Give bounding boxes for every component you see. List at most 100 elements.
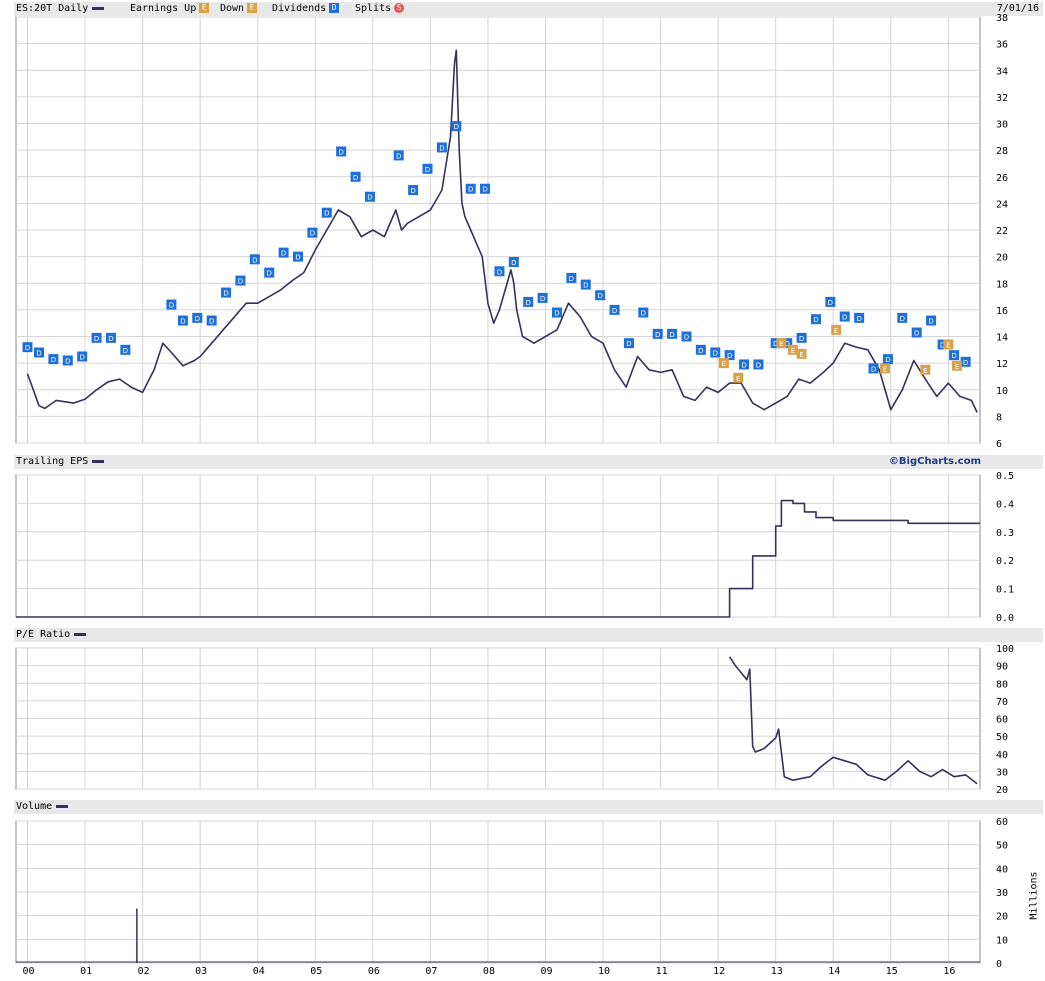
earnings-marker [880,363,891,374]
price-chart-header: ES:20T Daily Earnings Up E Down E Dividend… [14,2,1043,16]
price-series-line [26,49,978,413]
dividend-marker-letter: D [540,295,545,303]
dividend-marker [350,171,361,182]
dividend-marker [321,207,332,218]
dividend-marker [105,332,116,343]
dividend-marker-letter: D [324,210,329,218]
price-y-tick-label: 16 [996,306,1008,317]
dividend-marker-letter: D [353,174,358,182]
pe-y-tick-label: 20 [996,785,1008,796]
dividends-legend: Dividends D [272,3,340,14]
dividend-marker [753,359,764,370]
earnings-up-icon: E [199,3,210,13]
earnings-marker [733,372,744,383]
dividend-marker [264,267,275,278]
dividend-marker-letter: D [871,365,876,373]
dividend-marker-letter: D [425,166,430,174]
pe-title: P/E Ratio [16,629,87,640]
volume-y-tick-label: 40 [996,864,1008,875]
pe-y-tick-label: 60 [996,715,1008,726]
x-tick-label: 14 [828,966,840,977]
dividend-marker-letter: D [741,361,746,369]
dividend-marker [595,290,606,301]
dividend-marker-letter: D [828,299,833,307]
volume-unit-label: Millions [1028,871,1040,920]
dividend-marker [307,227,318,238]
dividend-marker-letter: D [612,307,617,315]
dividend-marker-letter: D [900,315,905,323]
dividend-marker [48,354,59,365]
dividend-marker-letter: D [310,230,315,238]
dividend-marker [782,338,793,349]
price-y-tick-label: 38 [996,13,1008,24]
dividend-icon: D [329,3,340,13]
dividend-marker [480,183,491,194]
dividend-marker-letter: D [940,341,945,349]
dividend-marker-letter: D [195,315,200,323]
dividend-marker [623,338,634,349]
dividend-marker [724,350,735,361]
dividend-marker-letter: D [526,299,531,307]
dividend-marker-letter: D [79,353,84,361]
earnings-marker [787,344,798,355]
dividend-marker [364,191,375,202]
dividend-marker-letter: D [856,315,861,323]
dividend-marker-letter: D [238,278,243,286]
dividend-marker-letter: D [669,331,674,339]
dividend-marker [451,121,462,132]
x-tick-label: 03 [195,966,207,977]
pe-y-tick-label: 70 [996,697,1008,708]
volume-y-tick-label: 0 [996,959,1002,970]
dividend-marker-letter: D [25,344,30,352]
earnings-marker [796,348,807,359]
dividend-marker [235,275,246,286]
dividend-marker [293,251,304,262]
dividend-marker-letter: D [773,340,778,348]
pe-panel-header: P/E Ratio [14,628,1043,642]
dividend-marker-letter: D [123,347,128,355]
volume-title: Volume [16,801,69,812]
eps-y-tick-label: 0.0 [996,613,1014,624]
price-y-tick-label: 32 [996,93,1008,104]
x-tick-label: 12 [713,966,725,977]
dividend-marker [882,354,893,365]
brand-label: ©BigCharts.com [888,456,981,467]
dividend-marker [34,347,45,358]
earnings-marker [951,360,962,371]
price-y-tick-label: 12 [996,359,1008,370]
dividend-marker-letter: D [511,259,516,267]
dividend-marker [494,266,505,277]
dividend-marker [120,344,131,355]
price-y-tick-label: 22 [996,226,1008,237]
dividend-marker [926,315,937,326]
dividend-marker-letter: D [727,352,732,360]
dividend-marker-letter: D [169,302,174,310]
earnings-up-legend: Earnings Up E [130,3,210,14]
dividend-marker [839,311,850,322]
dividend-marker-letter: D [482,186,487,194]
dividend-marker-letter: D [209,318,214,326]
pe-y-tick-label: 90 [996,662,1008,673]
dividend-marker-letter: D [468,186,473,194]
price-y-tick-label: 14 [996,333,1008,344]
dividend-marker-letter: D [597,292,602,300]
dividend-marker-letter: D [713,349,718,357]
dividend-marker [422,163,433,174]
earnings-marker-letter: E [799,351,803,359]
earnings-down-icon: E [247,3,258,13]
dividend-marker [393,150,404,161]
pe-y-tick-label: 40 [996,750,1008,761]
earnings-marker-letter: E [779,340,783,348]
volume-y-tick-label: 30 [996,888,1008,899]
dividend-marker [770,338,781,349]
eps-y-tick-label: 0.2 [996,556,1014,567]
eps-title: Trailing EPS [16,456,105,467]
price-y-tick-label: 8 [996,412,1002,423]
dividend-marker-letter: D [51,356,56,364]
pe-y-tick-label: 80 [996,679,1008,690]
earnings-marker [943,339,954,350]
dividend-marker [681,331,692,342]
dividend-marker [278,247,289,258]
pe-y-tick-label: 50 [996,732,1008,743]
